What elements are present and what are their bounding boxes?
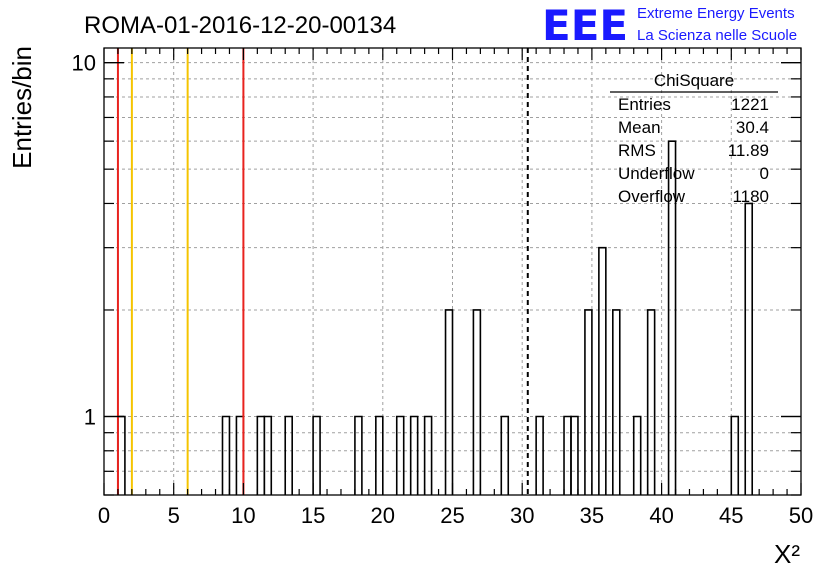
stats-box: ChiSquare Entries 1221 Mean 30.4 RMS 11.89 Und… [610,71,778,206]
histogram-bar [472,309,482,495]
x-tick-label: 25 [440,503,464,528]
y-tick-label: 10 [72,51,96,76]
x-tick-label: 45 [719,503,743,528]
x-tick-label: 40 [649,503,673,528]
histogram-bar [563,415,572,495]
histogram-bar [612,309,621,495]
histogram-bar [409,415,419,495]
stats-row-label: Entries [618,95,671,114]
eee-logo-mark: EEE [542,1,628,50]
y-tick-label: 1 [84,404,96,429]
x-tick-label: 30 [510,503,534,528]
histogram-bar [646,309,656,495]
histogram-bar [730,415,740,495]
x-tick-label: 20 [371,503,395,528]
histogram-bar [221,415,231,495]
histogram-bar [235,415,245,495]
eee-logo: EEE Extreme Energy Events La Scienza nel… [542,1,797,50]
x-tick-label: 15 [301,503,325,528]
stats-row-label: Overflow [618,187,686,206]
histogram-bar [256,415,266,495]
stats-row-value: 0 [760,164,769,183]
x-tick-label: 35 [580,503,604,528]
logo-line-1: Extreme Energy Events [637,5,795,22]
histogram-bar [354,415,363,495]
histogram-bar [312,415,321,495]
histogram-bar [632,415,642,495]
y-tick-labels: 1 10 [72,51,96,430]
x-tick-labels: 0 5 10 15 20 25 30 35 40 45 50 [98,503,813,528]
histogram-bar [744,202,754,495]
stats-row-value: 1221 [731,95,769,114]
chart-title: ROMA-01-2016-12-20-00134 [84,12,396,39]
x-tick-label: 50 [789,503,813,528]
histogram-bar [117,415,126,495]
logo-line-2: La Scienza nelle Scuole [637,27,797,44]
x-axis-label: X² [774,539,800,569]
histogram-bar [584,309,593,495]
histogram-bar [598,246,607,495]
y-axis-label: Entries/bin [7,46,37,169]
histogram-bar [423,415,433,495]
stats-row-label: RMS [618,141,656,160]
stats-row-value: 30.4 [736,118,769,137]
histogram-bar [535,415,544,495]
x-tick-label: 5 [168,503,180,528]
stats-row-label: Mean [618,118,661,137]
stats-box-title: ChiSquare [654,71,734,90]
x-tick-label: 10 [231,503,255,528]
histogram-bar [667,140,677,495]
stats-row-value: 11.89 [728,141,769,160]
stats-row-label: Underflow [618,164,695,183]
marker-lines [116,48,529,495]
histogram-bar [500,415,510,495]
axis-ticks [103,48,802,496]
histogram-bar [444,309,454,495]
stats-row-value: 1180 [732,187,769,206]
x-tick-label: 0 [98,503,110,528]
histogram-bar [284,415,293,495]
histogram-bar [570,415,579,495]
histogram-bar [263,415,273,495]
histogram-bar [375,415,384,495]
histogram-bar [395,415,405,495]
histogram-bars [117,140,754,495]
